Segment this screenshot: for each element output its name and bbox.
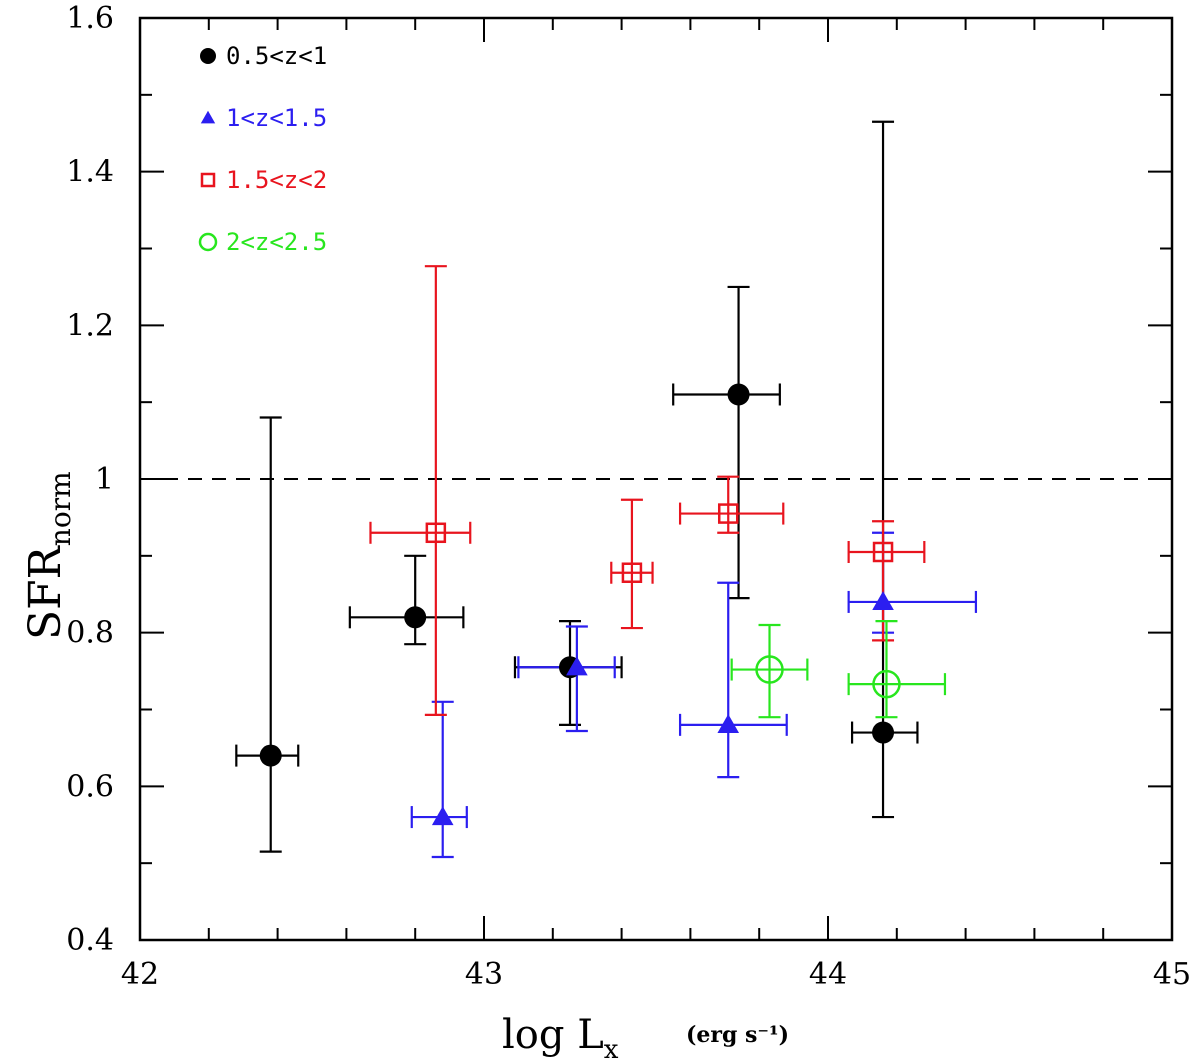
y-axis-label: SFR: [20, 544, 71, 640]
y-axis-title: SFRnorm: [20, 471, 77, 640]
y-tick-label: 1.2: [66, 308, 114, 343]
y-tick-label: 0.8: [66, 616, 114, 651]
legend-marker: [198, 232, 218, 252]
data-point: [755, 655, 784, 684]
data-point: [259, 744, 282, 767]
data-point: [404, 606, 427, 629]
y-axis-subscript: norm: [44, 471, 77, 546]
legend-label: 1.5<z<2: [226, 166, 327, 194]
x-axis-label: log L: [502, 1012, 604, 1058]
legend-marker: [200, 110, 216, 124]
x-axis-units: (erg s⁻¹): [686, 1022, 789, 1048]
data-point: [717, 714, 740, 733]
x-axis-subscript: x: [604, 1035, 619, 1058]
y-tick-label: 0.4: [66, 923, 114, 958]
y-tick-label: 1.6: [66, 1, 114, 36]
data-point: [621, 562, 643, 583]
data-point: [872, 669, 901, 699]
data-point: [727, 383, 750, 406]
data-point: [872, 541, 894, 563]
legend-marker: [200, 172, 216, 188]
x-axis-title: log Lx: [502, 1012, 619, 1058]
data-point: [872, 591, 894, 611]
data-point: [717, 503, 739, 524]
y-tick-label: 1.4: [66, 155, 114, 190]
data-point: [566, 656, 588, 676]
data-point: [431, 806, 454, 826]
data-point: [425, 522, 447, 544]
data-point: [872, 721, 895, 744]
legend-label: 1<z<1.5: [226, 104, 327, 132]
legend-label: 2<z<2.5: [226, 228, 327, 256]
x-tick-label: 45: [1153, 957, 1191, 992]
legend-marker: [200, 48, 216, 64]
x-tick-label: 42: [121, 957, 159, 992]
x-tick-label: 44: [809, 957, 847, 992]
legend-label: 0.5<z<1: [226, 42, 327, 70]
y-tick-label: 0.6: [66, 769, 114, 804]
x-tick-label: 43: [465, 957, 503, 992]
y-tick-label: 1: [95, 462, 114, 497]
